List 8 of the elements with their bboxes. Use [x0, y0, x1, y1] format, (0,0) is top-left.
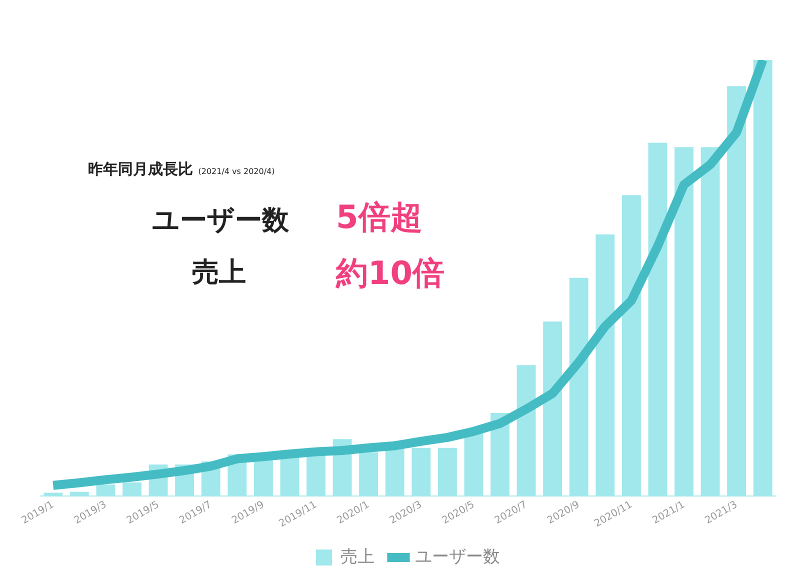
- legend-label: ユーザー数: [415, 546, 500, 567]
- annotation: 約10倍: [336, 253, 445, 294]
- text: (2021/4 vs 2020/4): [198, 167, 275, 176]
- annotation: 5倍超: [336, 197, 422, 238]
- text: 昨年同月成長比: [88, 160, 193, 178]
- annotation: 売上: [192, 256, 246, 290]
- legend-label: 売上: [340, 546, 374, 567]
- annotation: ユーザー数: [152, 204, 289, 238]
